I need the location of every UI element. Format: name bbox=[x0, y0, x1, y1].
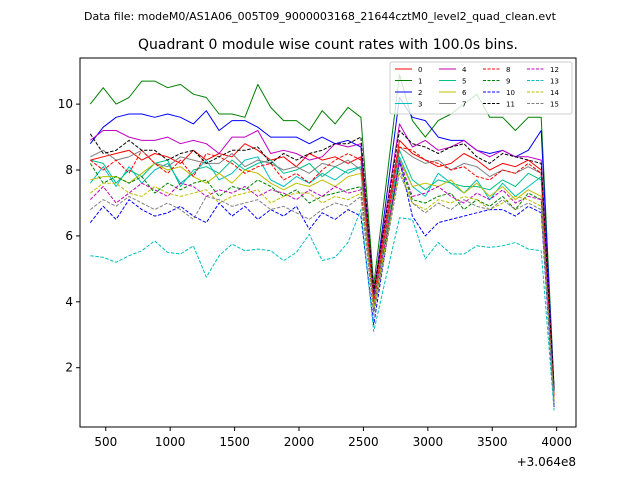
x-tick-label: 1000 bbox=[155, 435, 186, 449]
x-tick-label: 1500 bbox=[219, 435, 250, 449]
y-tick-label: 4 bbox=[65, 295, 73, 309]
series-line-11 bbox=[89, 130, 555, 391]
legend-label-6: 6 bbox=[462, 89, 467, 97]
series-line-9 bbox=[89, 162, 555, 404]
series-line-1 bbox=[89, 74, 555, 388]
x-tick-label: 3500 bbox=[477, 435, 508, 449]
y-tick-label: 2 bbox=[65, 361, 73, 375]
x-tick-label: 500 bbox=[94, 435, 117, 449]
series-line-3 bbox=[89, 156, 555, 398]
series-line-4 bbox=[89, 123, 555, 391]
legend-label-4: 4 bbox=[462, 66, 467, 74]
legend-label-12: 12 bbox=[550, 66, 559, 74]
series-line-2 bbox=[89, 97, 555, 391]
legend-label-14: 14 bbox=[550, 89, 559, 97]
series-line-6 bbox=[90, 159, 555, 401]
chart-title: Quadrant 0 module wise count rates with … bbox=[138, 37, 518, 53]
plot-area-frame bbox=[79, 57, 577, 428]
series-line-5 bbox=[90, 149, 555, 401]
x-offset-label: +3.064e8 bbox=[517, 455, 576, 469]
series-line-7 bbox=[90, 146, 555, 395]
series-line-14 bbox=[89, 169, 555, 401]
y-tick-label: 8 bbox=[65, 163, 73, 177]
series-line-8 bbox=[89, 146, 555, 398]
legend-label-13: 13 bbox=[550, 78, 559, 86]
legend-label-1: 1 bbox=[418, 78, 422, 86]
legend-label-2: 2 bbox=[418, 89, 422, 97]
plot-lines bbox=[89, 74, 555, 411]
legend-box bbox=[389, 61, 573, 115]
legend-label-7: 7 bbox=[462, 101, 466, 109]
x-tick-label: 2000 bbox=[284, 435, 315, 449]
legend-label-15: 15 bbox=[550, 101, 559, 109]
x-axis: 500 1000 1500 2000 2500 3000 3500 4000 bbox=[94, 427, 572, 449]
series-line-0 bbox=[90, 139, 555, 395]
legend-label-9: 9 bbox=[506, 78, 510, 86]
legend-label-10: 10 bbox=[506, 89, 515, 97]
series-line-10 bbox=[89, 159, 555, 408]
y-tick-label: 6 bbox=[65, 229, 73, 243]
y-tick-label: 10 bbox=[58, 97, 73, 111]
legend-label-0: 0 bbox=[418, 66, 422, 74]
x-tick-label: 4000 bbox=[541, 435, 572, 449]
y-axis: 2 4 6 8 10 bbox=[58, 97, 80, 375]
legend-label-8: 8 bbox=[506, 66, 510, 74]
legend-label-5: 5 bbox=[462, 78, 466, 86]
series-line-13 bbox=[90, 209, 555, 411]
series-line-12 bbox=[89, 159, 555, 401]
legend-label-3: 3 bbox=[418, 101, 422, 109]
chart-suptitle: Data file: modeM0/AS1A06_005T09_90000031… bbox=[84, 10, 557, 23]
x-tick-label: 2500 bbox=[348, 435, 379, 449]
series-line-15 bbox=[89, 172, 555, 404]
x-tick-label: 3000 bbox=[413, 435, 444, 449]
legend-label-11: 11 bbox=[506, 101, 515, 109]
